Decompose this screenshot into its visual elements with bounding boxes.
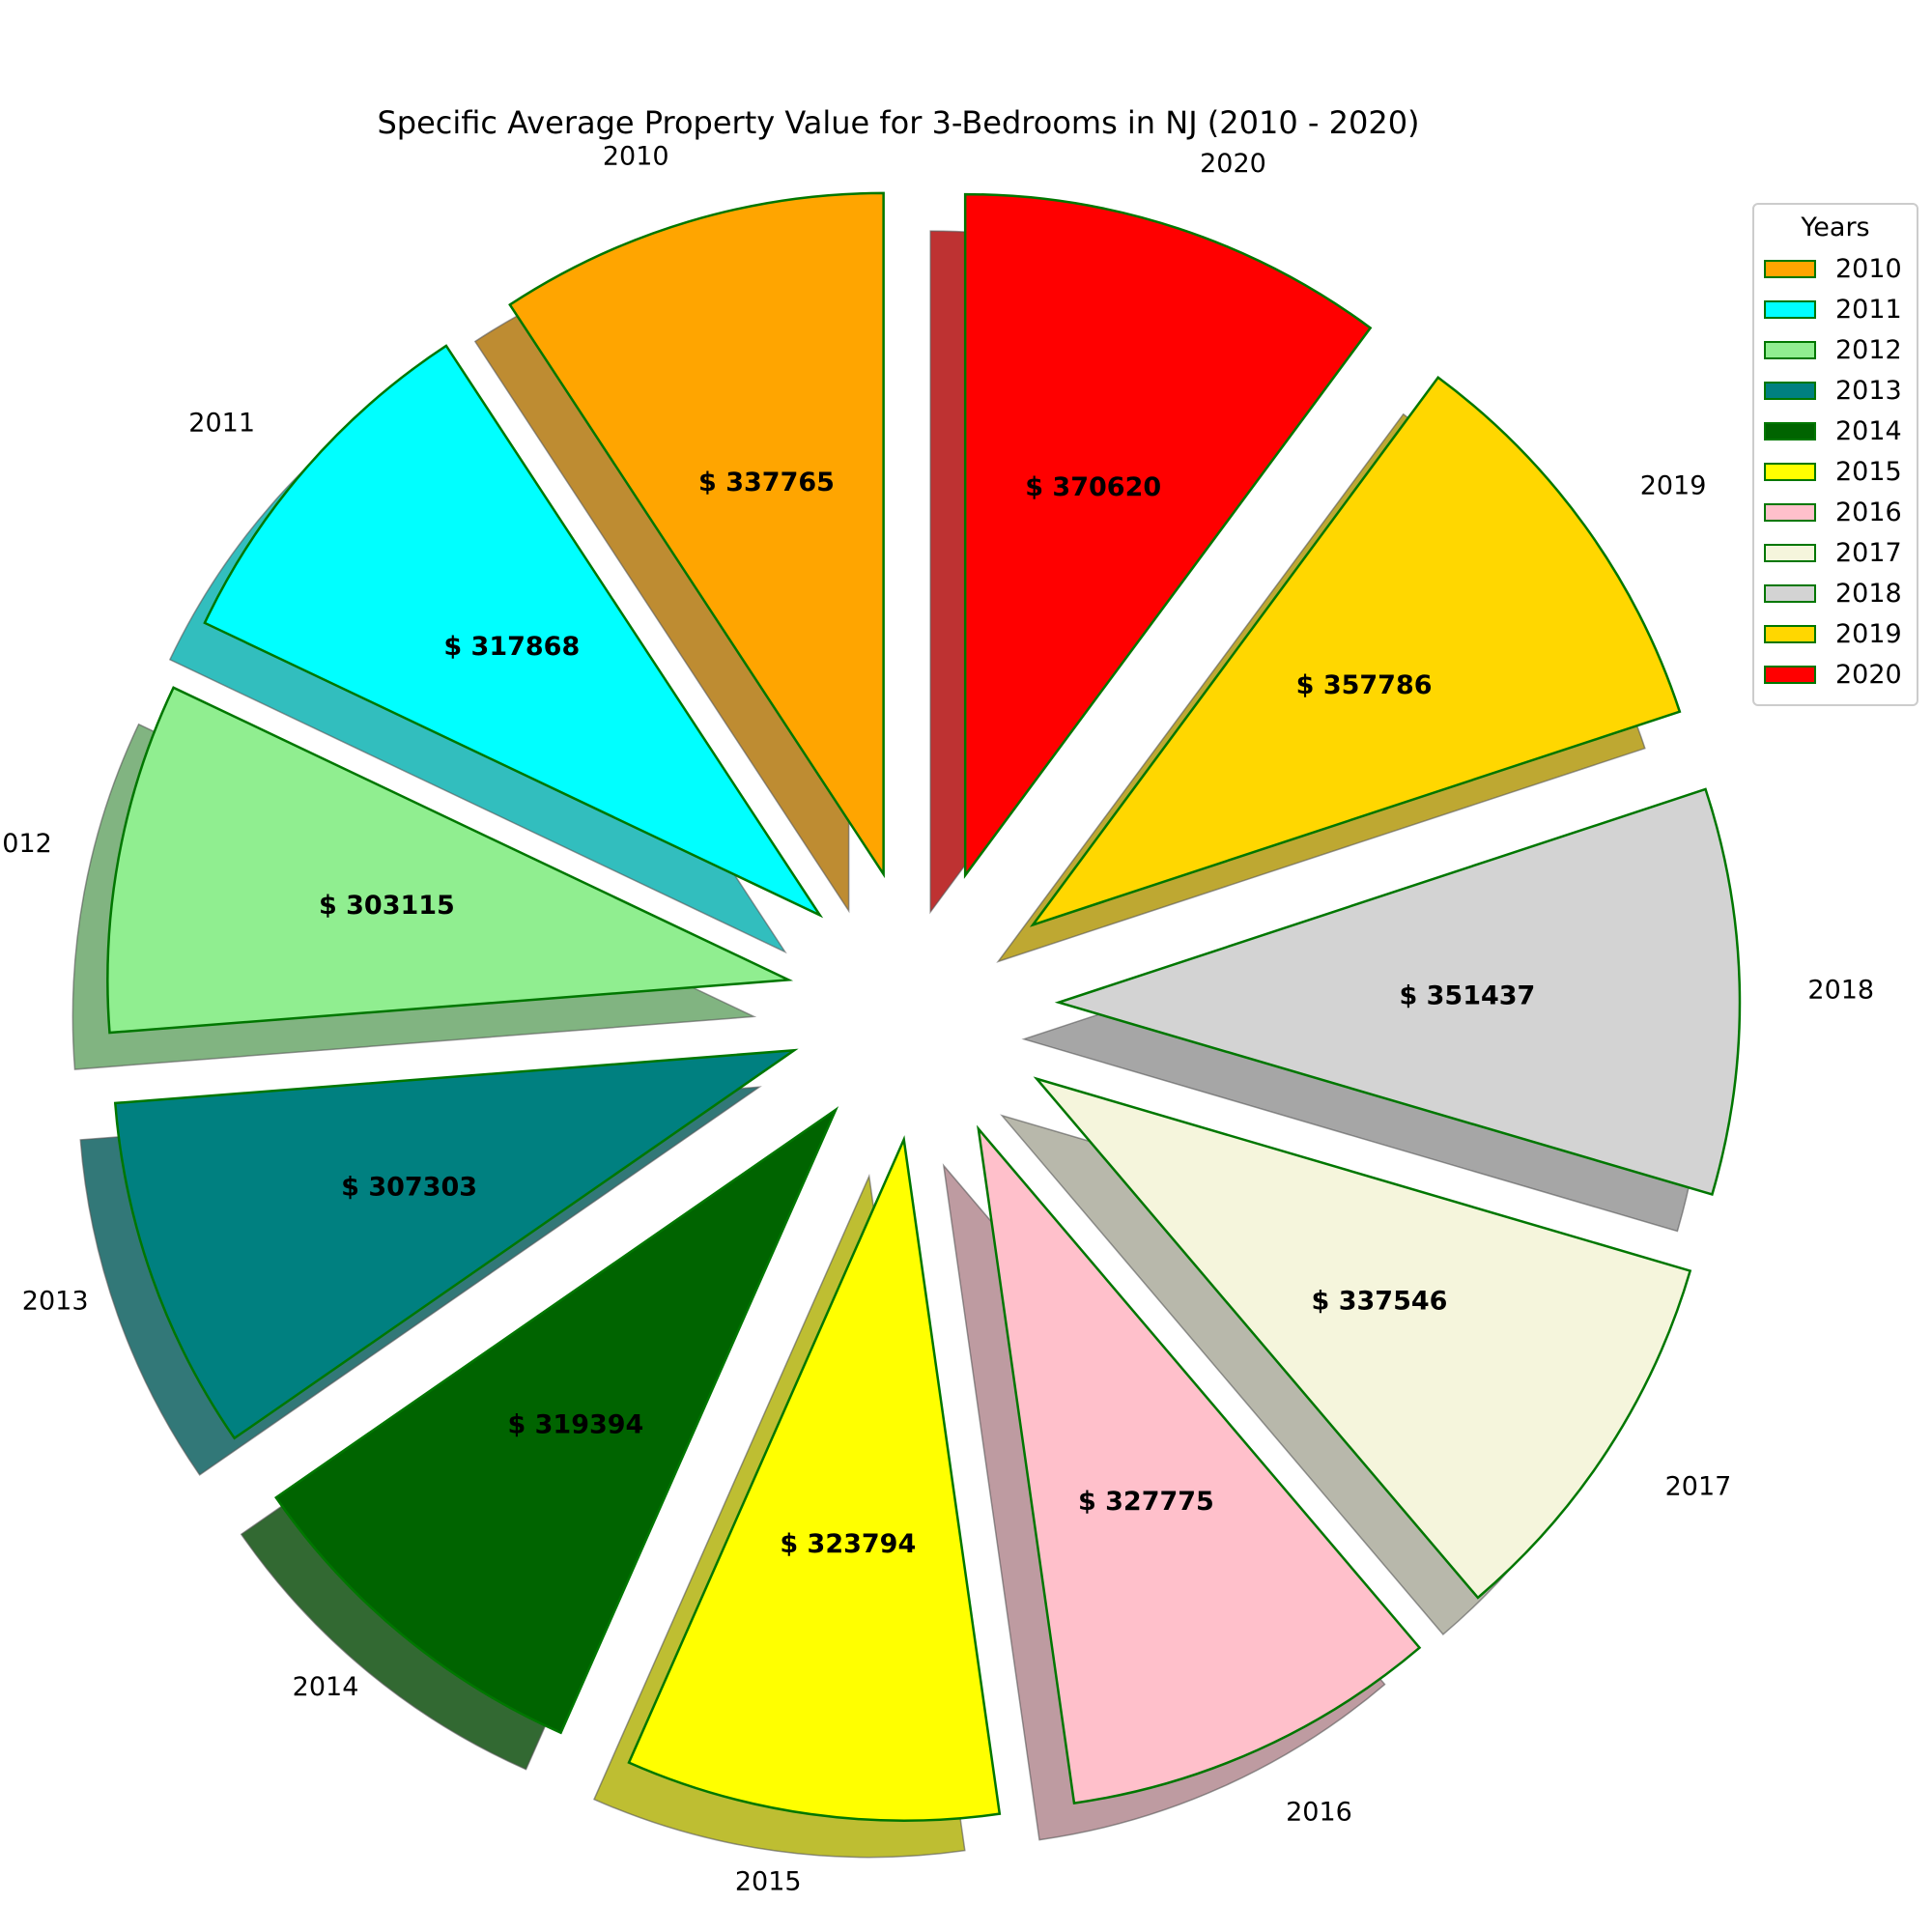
legend-label-2020: 2020: [1835, 659, 1902, 690]
slice-label-2014: 2014: [293, 1672, 359, 1702]
slice-label-2010: 2010: [603, 141, 669, 171]
legend-swatch-2018: [1764, 583, 1816, 603]
legend-item-2013: 2013: [1754, 370, 1917, 411]
pie-slice-2019: [1029, 375, 1682, 927]
slice-label-2018: 2018: [1807, 976, 1874, 1006]
legend-swatch-2013: [1764, 381, 1816, 400]
slice-label-2012: 2012: [0, 829, 52, 859]
legend-item-2015: 2015: [1754, 451, 1917, 492]
legend-item-2016: 2016: [1754, 492, 1917, 532]
legend-item-2019: 2019: [1754, 613, 1917, 654]
legend-swatch-2014: [1764, 421, 1816, 440]
legend-label-2016: 2016: [1835, 497, 1902, 527]
value-label-2016: $ 327775: [1078, 1487, 1214, 1517]
legend-item-2014: 2014: [1754, 411, 1917, 451]
legend-swatch-2010: [1764, 259, 1816, 278]
pie-slice-2016: [977, 1124, 1422, 1804]
value-label-2010: $ 337765: [698, 468, 835, 497]
label-layer: $ 337765 2010 $ 317868 2011 $ 303115 2012 $ 30…: [0, 141, 1874, 1896]
legend-item-2018: 2018: [1754, 573, 1917, 613]
legend-label-2010: 2010: [1835, 253, 1902, 284]
legend-item-2020: 2020: [1754, 654, 1917, 695]
pie-slice-2011: [203, 344, 824, 919]
value-label-2020: $ 370620: [1025, 472, 1161, 502]
legend-label-2017: 2017: [1835, 537, 1902, 568]
legend-label-2015: 2015: [1835, 456, 1902, 487]
pie-slice-2010: [508, 191, 885, 879]
slice-label-2017: 2017: [1665, 1472, 1732, 1502]
value-label-2012: $ 303115: [319, 891, 455, 921]
legend-swatch-2012: [1764, 340, 1816, 359]
chart-title: Specific Average Property Value for 3-Be…: [377, 104, 1420, 141]
pie-slice-2013: [113, 1048, 799, 1440]
legend-swatch-2019: [1764, 624, 1816, 643]
slice-label-2019: 2019: [1640, 471, 1707, 501]
value-label-2017: $ 337546: [1312, 1287, 1448, 1317]
value-label-2019: $ 357786: [1296, 670, 1433, 700]
pie-slice-2017: [1033, 1076, 1692, 1600]
value-label-2018: $ 351437: [1399, 980, 1535, 1010]
legend: Years 2010 2011 2012 2013 2014 2015 2016 2017 20…: [1752, 203, 1918, 706]
legend-swatch-2015: [1764, 462, 1816, 481]
legend-label-2014: 2014: [1835, 415, 1902, 446]
pie-slice-2014: [274, 1106, 839, 1735]
legend-label-2018: 2018: [1835, 578, 1902, 609]
slice-label-2013: 2013: [22, 1287, 89, 1317]
legend-title: Years: [1801, 213, 1870, 242]
legend-label-2011: 2011: [1835, 294, 1902, 325]
value-label-2011: $ 317868: [443, 632, 580, 662]
legend-item-2011: 2011: [1754, 289, 1917, 329]
slice-label-2016: 2016: [1286, 1797, 1352, 1827]
legend-item-2017: 2017: [1754, 532, 1917, 573]
pie-slice-2012: [106, 686, 794, 1035]
legend-swatch-2017: [1764, 543, 1816, 562]
legend-items: 2010 2011 2012 2013 2014 2015 2016 2017 2018 2019…: [1754, 248, 1917, 695]
value-label-2013: $ 307303: [341, 1173, 477, 1203]
pie-slice-2018: [1054, 787, 1742, 1197]
legend-swatch-2016: [1764, 502, 1816, 522]
legend-item-2012: 2012: [1754, 329, 1917, 370]
value-label-2014: $ 319394: [507, 1409, 643, 1439]
slice-label-2020: 2020: [1200, 149, 1266, 179]
slice-label-2011: 2011: [188, 408, 255, 438]
legend-label-2013: 2013: [1835, 375, 1902, 406]
legend-swatch-2020: [1764, 665, 1816, 684]
slice-label-2015: 2015: [735, 1866, 802, 1896]
value-label-2015: $ 323794: [780, 1529, 916, 1559]
pie-slice-2020: [963, 192, 1373, 879]
pie-slice-2015: [627, 1135, 1002, 1822]
slice-layer: [106, 191, 1742, 1822]
legend-swatch-2011: [1764, 299, 1816, 319]
legend-label-2012: 2012: [1835, 334, 1902, 365]
legend-label-2019: 2019: [1835, 618, 1902, 649]
legend-item-2010: 2010: [1754, 248, 1917, 289]
